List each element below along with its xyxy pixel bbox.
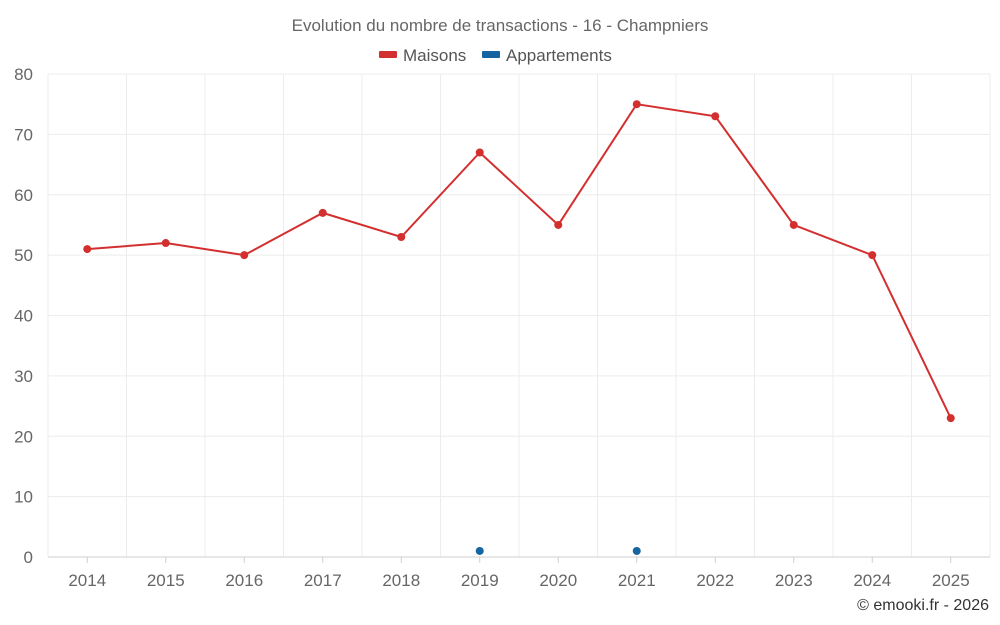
data-point-maisons[interactable]: [868, 251, 877, 260]
y-tick-label: 60: [14, 186, 33, 205]
x-tick-label: 2016: [225, 571, 263, 590]
data-point-maisons[interactable]: [554, 220, 563, 229]
x-tick-label: 2015: [147, 571, 185, 590]
data-point-maisons[interactable]: [711, 112, 720, 121]
data-point-maisons[interactable]: [397, 233, 406, 242]
data-point-maisons[interactable]: [946, 414, 955, 423]
credit-text: © emooki.fr - 2026: [857, 597, 989, 614]
legend: Maisons Appartements: [379, 46, 612, 65]
x-tick-label: 2023: [775, 571, 813, 590]
data-point-maisons[interactable]: [632, 100, 641, 109]
data-point-maisons[interactable]: [161, 239, 170, 248]
y-tick-label: 0: [24, 548, 33, 567]
y-tick-label: 20: [14, 427, 33, 446]
x-tick-label: 2020: [539, 571, 577, 590]
data-point-maisons[interactable]: [475, 148, 484, 157]
y-tick-label: 50: [14, 246, 33, 265]
data-point-maisons[interactable]: [789, 220, 798, 229]
x-tick-label: 2014: [68, 571, 106, 590]
x-tick-label: 2024: [853, 571, 891, 590]
axes: 0 10 20 30 40 50 60 70 80 2014 2015 2016 2017 2018 201…: [14, 65, 990, 590]
data-point-maisons[interactable]: [83, 245, 92, 254]
series-line-maisons: [87, 103, 952, 419]
chart-title: Evolution du nombre de transactions - 16…: [292, 16, 709, 35]
x-tick-label: 2025: [932, 571, 970, 590]
y-tick-label: 40: [14, 307, 33, 326]
legend-label-maisons: Maisons: [403, 46, 466, 65]
series: [83, 100, 955, 555]
x-tick-label: 2018: [382, 571, 420, 590]
x-tick-label: 2019: [461, 571, 499, 590]
legend-item-appartements[interactable]: Appartements: [482, 46, 612, 65]
legend-swatch-appartements: [482, 51, 500, 58]
grid: [47, 73, 991, 557]
x-tick-label: 2021: [618, 571, 656, 590]
y-tick-label: 70: [14, 125, 33, 144]
legend-label-appartements: Appartements: [506, 46, 612, 65]
data-point-maisons[interactable]: [318, 208, 327, 217]
y-tick-label: 80: [14, 65, 33, 84]
y-tick-label: 30: [14, 367, 33, 386]
x-tick-label: 2017: [304, 571, 342, 590]
data-point-appartements[interactable]: [632, 546, 641, 555]
data-point-appartements[interactable]: [475, 546, 484, 555]
data-point-maisons[interactable]: [240, 251, 249, 260]
legend-swatch-maisons: [379, 51, 397, 58]
x-tick-label: 2022: [696, 571, 734, 590]
y-tick-label: 10: [14, 488, 33, 507]
legend-item-maisons[interactable]: Maisons: [379, 46, 466, 65]
